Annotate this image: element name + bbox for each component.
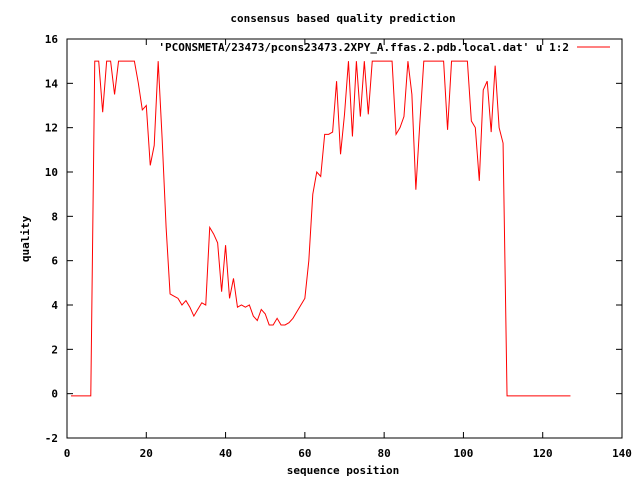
x-tick-label: 120 <box>533 447 553 460</box>
y-axis-label: quality <box>19 215 32 262</box>
series-line-0 <box>70 60 571 397</box>
x-tick-label: 140 <box>612 447 632 460</box>
y-tick-label: 8 <box>51 210 58 223</box>
x-tick-label: 0 <box>64 447 71 460</box>
chart-title: consensus based quality prediction <box>230 12 455 25</box>
y-tick-label: 2 <box>51 343 58 356</box>
y-tick-label: 16 <box>45 33 59 46</box>
x-tick-label: 100 <box>453 447 473 460</box>
x-tick-label: 60 <box>298 447 311 460</box>
y-tick-label: 12 <box>45 122 58 135</box>
x-tick-label: 20 <box>140 447 153 460</box>
y-tick-label: 4 <box>51 299 58 312</box>
y-tick-label: 10 <box>45 166 58 179</box>
x-tick-label: 40 <box>219 447 232 460</box>
x-axis-label: sequence position <box>287 464 400 477</box>
legend-label: 'PCONSMETA/23473/pcons23473.2XPY_A.ffas.… <box>158 41 569 54</box>
y-tick-label: 0 <box>51 388 58 401</box>
plot-frame <box>66 38 623 439</box>
y-tick-label: -2 <box>45 432 58 445</box>
ticks-layer: 0 20 40 60 80 100 120 140 -2 0 2 4 6 8 10 12 14 16 <box>45 33 632 460</box>
series-layer <box>70 60 571 397</box>
y-tick-label: 6 <box>51 255 58 268</box>
legend: 'PCONSMETA/23473/pcons23473.2XPY_A.ffas.… <box>158 41 610 54</box>
y-tick-label: 14 <box>45 77 59 90</box>
x-tick-label: 80 <box>378 447 391 460</box>
